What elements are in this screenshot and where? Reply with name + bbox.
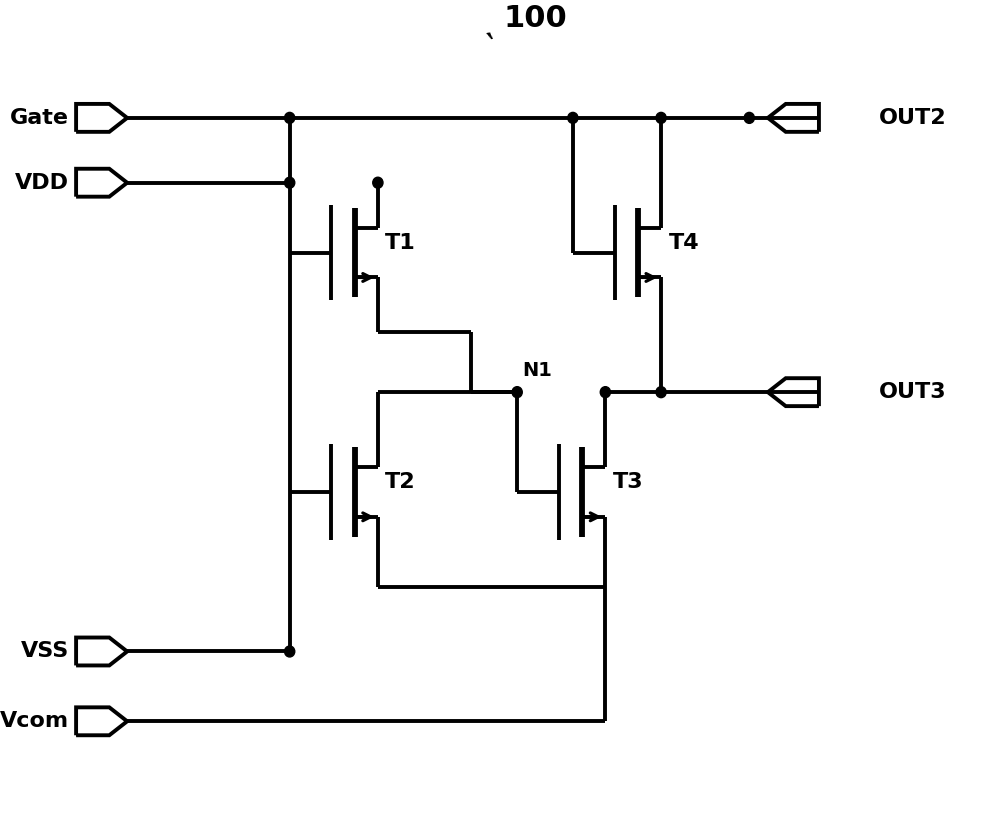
Circle shape [656,387,666,398]
Text: OUT3: OUT3 [879,382,947,402]
Text: T4: T4 [669,232,699,252]
Circle shape [373,177,383,188]
Text: N1: N1 [522,361,552,380]
Text: OUT2: OUT2 [879,108,947,128]
Text: T2: T2 [385,472,416,492]
Text: VSS: VSS [20,641,69,661]
Circle shape [512,387,522,398]
Circle shape [285,646,295,657]
Text: Gate: Gate [10,108,69,128]
Circle shape [568,112,578,124]
Text: T3: T3 [613,472,643,492]
Circle shape [744,112,754,124]
Circle shape [656,112,666,124]
Circle shape [285,112,295,124]
Text: VDD: VDD [15,173,69,193]
Text: Vcom: Vcom [0,711,69,732]
Text: T1: T1 [385,232,416,252]
Text: ‵: ‵ [482,31,497,69]
Circle shape [285,177,295,188]
Text: 100: 100 [504,3,568,33]
Circle shape [600,387,610,398]
